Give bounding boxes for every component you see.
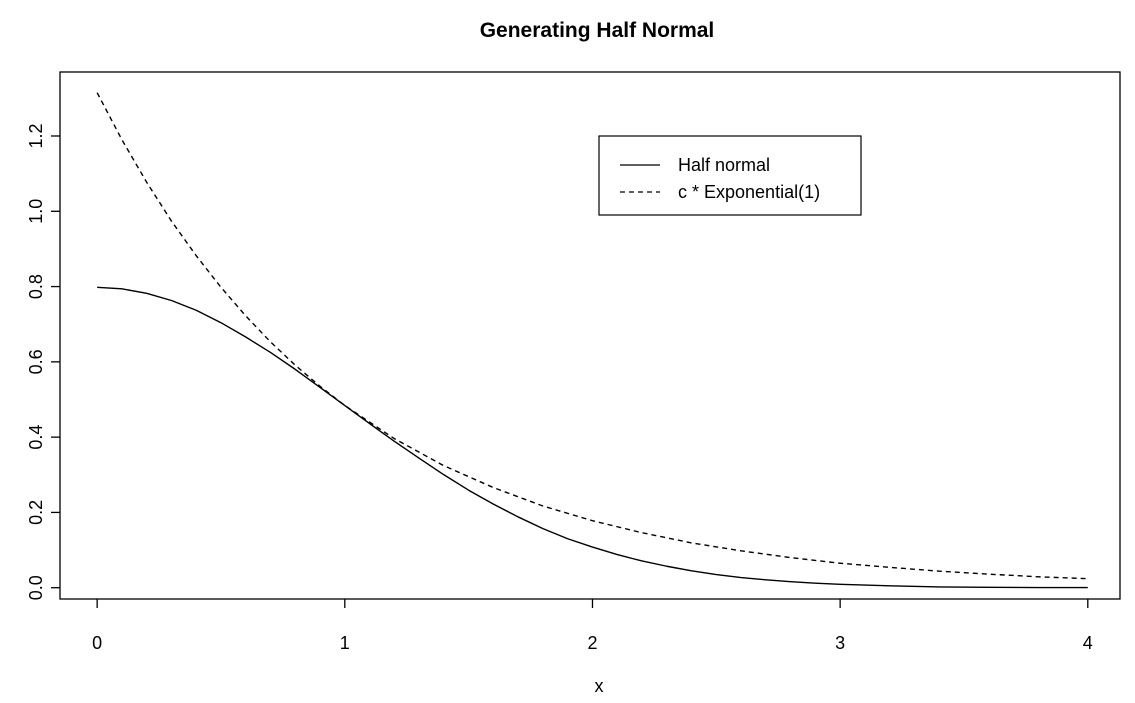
y-tick-label: 1.0	[26, 199, 46, 224]
x-tick-label: 2	[587, 633, 597, 653]
legend-label-half-normal: Half normal	[678, 155, 770, 175]
x-tick-label: 0	[92, 633, 102, 653]
chart-title: Generating Half Normal	[480, 19, 715, 42]
x-tick-label: 4	[1083, 633, 1093, 653]
x-axis: 0 1 2 3 4	[92, 599, 1093, 653]
y-tick-label: 0.2	[26, 500, 46, 525]
x-tick-label: 1	[340, 633, 350, 653]
series-line-exponential	[96, 92, 1088, 580]
x-tick-label: 3	[835, 633, 845, 653]
y-tick-label: 0.4	[26, 425, 46, 450]
y-tick-label: 0.0	[26, 575, 46, 600]
x-axis-label: x	[595, 676, 604, 696]
legend-box	[598, 135, 862, 216]
legend-label-exponential: c * Exponential(1)	[678, 182, 820, 202]
series-layer	[96, 92, 1088, 589]
y-tick-label: 1.2	[26, 123, 46, 148]
legend: Half normal c * Exponential(1)	[598, 135, 862, 216]
y-tick-label: 0.6	[26, 349, 46, 374]
plot-frame	[59, 71, 1121, 600]
series-line-half-normal	[97, 286, 1088, 589]
y-axis: 0.0 0.2 0.4 0.6 0.8 1.0 1.2	[26, 123, 60, 600]
y-tick-label: 0.8	[26, 274, 46, 299]
